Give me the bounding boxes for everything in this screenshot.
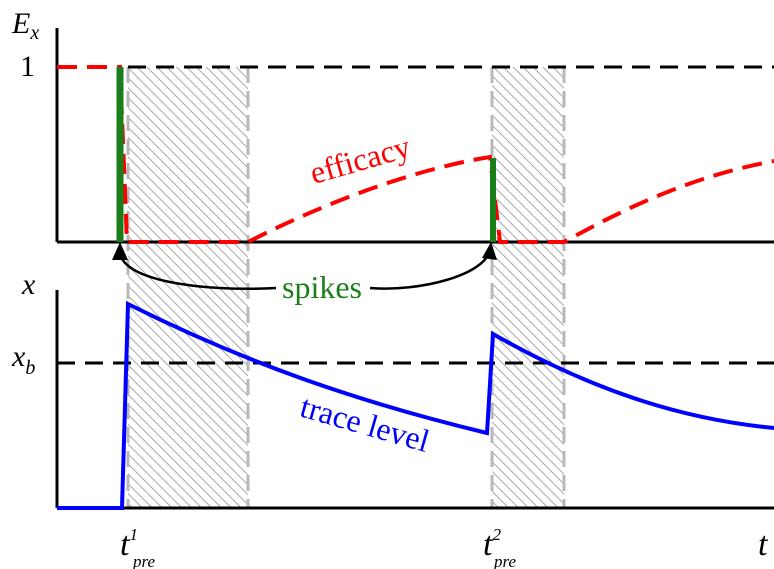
refractory-window-2 [492, 67, 564, 508]
top-y-label: Ex [11, 7, 39, 44]
time-axis-label: t [758, 526, 769, 563]
efficacy-curve [57, 65, 774, 244]
arrowhead-1 [112, 242, 128, 260]
spikes [116, 67, 496, 242]
bottom-panel [55, 290, 774, 510]
spike-2-time-label: t2 pre [483, 525, 516, 569]
arrow-heads [112, 242, 497, 260]
arrowhead-2 [482, 242, 497, 260]
spikes-annotation: spikes [282, 269, 362, 305]
spike-1-time-label: t1 pre [120, 525, 155, 569]
arrow-to-spike-2 [369, 249, 492, 290]
tick-one-label: 1 [20, 50, 35, 83]
threshold-label: xb [11, 340, 35, 379]
bottom-y-label: x [21, 268, 36, 301]
trace-curve [57, 300, 774, 510]
